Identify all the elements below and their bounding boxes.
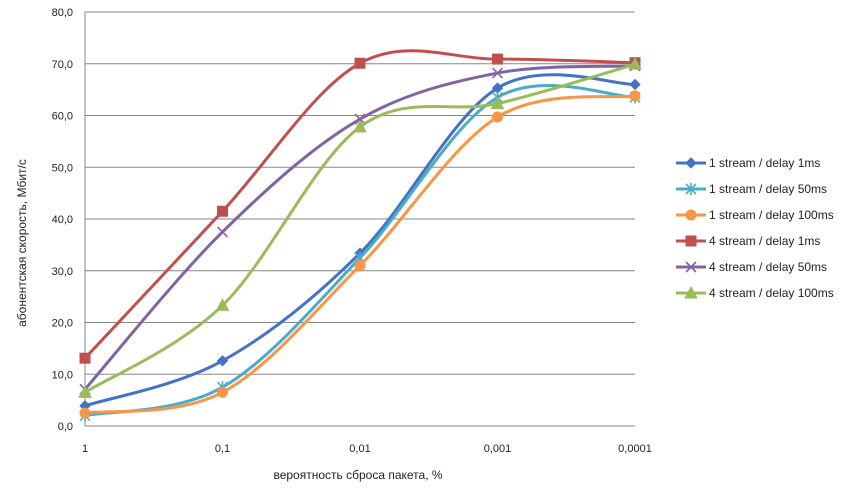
legend-swatch-marker xyxy=(685,209,697,221)
legend-item: 1 stream / delay 100ms xyxy=(676,208,834,222)
legend: 1 stream / delay 1ms 1 stream / delay 50m… xyxy=(676,156,834,300)
legend-label: 1 stream / delay 100ms xyxy=(709,208,834,222)
legend-swatch-marker xyxy=(685,183,697,195)
legend-label: 1 stream / delay 1ms xyxy=(709,156,820,170)
x-tick-label: 0,0001 xyxy=(618,443,652,455)
legend-swatch-marker xyxy=(685,235,697,247)
y-tick-label: 40,0 xyxy=(52,214,73,226)
data-point xyxy=(79,352,91,364)
y-tick-labels: 0,0 10,0 20,0 30,0 40,0 50,0 60,0 70,0 80,0 xyxy=(52,7,73,433)
data-point xyxy=(353,119,367,133)
y-tick-label: 70,0 xyxy=(52,59,73,71)
data-point xyxy=(354,113,366,125)
y-axis-title: абонентская скорость, Мбит/с xyxy=(15,159,29,327)
legend-item: 1 stream / delay 50ms xyxy=(676,182,827,196)
legend-label: 4 stream / delay 100ms xyxy=(709,286,834,300)
data-point xyxy=(78,385,92,398)
series-5 xyxy=(79,60,641,395)
legend-item: 4 stream / delay 100ms xyxy=(676,285,834,300)
data-point xyxy=(354,260,366,272)
legend-label: 1 stream / delay 50ms xyxy=(709,182,827,196)
y-tick-label: 30,0 xyxy=(52,266,73,278)
series-6 xyxy=(78,57,642,398)
legend-label: 4 stream / delay 50ms xyxy=(709,260,827,274)
data-point xyxy=(628,57,642,70)
x-axis-title: вероятность сброса пакета, % xyxy=(273,468,442,482)
x-tick-label: 1 xyxy=(82,443,88,455)
x-tick-label: 0,01 xyxy=(349,443,370,455)
series-2 xyxy=(79,84,641,422)
series-line xyxy=(84,62,636,394)
legend-swatch-marker xyxy=(685,157,697,169)
legend-label: 4 stream / delay 1ms xyxy=(709,234,820,248)
data-point xyxy=(215,298,230,311)
data-point xyxy=(217,386,228,398)
data-point xyxy=(217,205,228,217)
data-point xyxy=(490,96,505,110)
legend-swatch-marker xyxy=(684,285,698,299)
y-tick-label: 60,0 xyxy=(52,111,73,123)
series-line xyxy=(83,49,636,360)
series-3 xyxy=(79,90,641,419)
series-layer xyxy=(78,49,642,422)
data-point xyxy=(629,78,641,91)
data-point xyxy=(629,90,641,102)
legend-swatch-marker xyxy=(685,261,697,273)
x-tick-label: 0,1 xyxy=(215,443,230,455)
data-point xyxy=(216,355,229,367)
y-tick-label: 80,0 xyxy=(52,7,73,19)
y-tick-label: 10,0 xyxy=(52,369,73,381)
data-point xyxy=(216,226,229,238)
data-point xyxy=(492,111,503,123)
x-tick-labels: 1 0,1 0,01 0,001 0,0001 xyxy=(82,443,652,455)
y-tick-label: 20,0 xyxy=(52,318,73,330)
y-tick-label: 50,0 xyxy=(52,162,73,174)
legend-item: 4 stream / delay 1ms xyxy=(676,234,820,248)
x-tick-label: 0,001 xyxy=(484,443,512,455)
data-point xyxy=(491,67,504,79)
data-point xyxy=(492,53,503,65)
legend-item: 1 stream / delay 1ms xyxy=(676,156,820,170)
y-tick-label: 0,0 xyxy=(58,421,73,433)
data-point xyxy=(79,407,91,419)
legend-item: 4 stream / delay 50ms xyxy=(676,260,827,274)
series-line xyxy=(83,64,636,391)
data-point xyxy=(354,57,366,69)
